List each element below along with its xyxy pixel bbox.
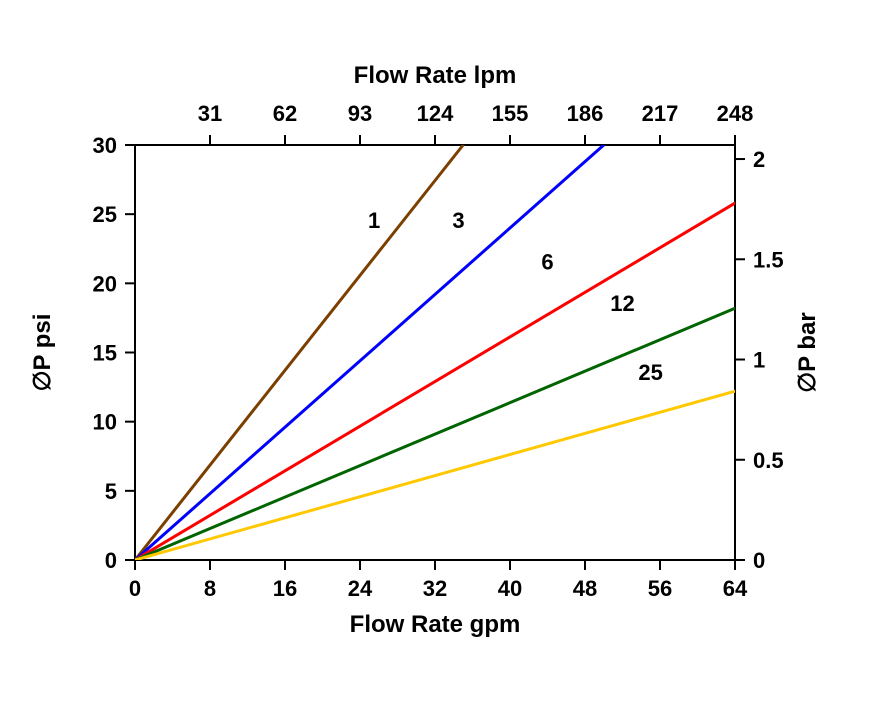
x-bottom-tick-label: 8 [204,576,216,601]
x-bottom-tick-label: 32 [423,576,447,601]
y-left-tick-label: 10 [93,410,117,435]
y-right-tick-label: 0 [753,548,765,573]
series-line-12 [135,308,735,560]
x-top-tick-label: 155 [492,101,529,126]
x-bottom-tick-label: 40 [498,576,522,601]
y-right-tick-label: 0.5 [753,448,784,473]
x-top-tick-label: 93 [348,101,372,126]
y-left-tick-label: 25 [93,202,117,227]
series-line-25 [135,391,735,560]
y-left-tick-label: 30 [93,133,117,158]
series-label-1: 1 [368,208,380,233]
series-label-3: 3 [452,208,464,233]
x-bottom-tick-label: 0 [129,576,141,601]
y-left-tick-label: 15 [93,341,117,366]
y-right-title: ∅P bar [794,312,821,393]
x-bottom-tick-label: 56 [648,576,672,601]
series-line-1 [135,145,463,560]
x-top-tick-label: 31 [198,101,222,126]
x-top-tick-label: 248 [717,101,754,126]
x-bottom-title: Flow Rate gpm [350,611,521,638]
x-bottom-tick-label: 64 [723,576,748,601]
x-top-tick-label: 217 [642,101,679,126]
x-top-tick-label: 124 [417,101,454,126]
y-right-tick-label: 2 [753,147,765,172]
y-right-tick-label: 1 [753,348,765,373]
pressure-flow-chart: 0816243240485664Flow Rate gpm31629312415… [0,0,882,702]
series-label-6: 6 [541,250,553,275]
x-bottom-tick-label: 16 [273,576,297,601]
plot-border [135,145,735,560]
y-right-tick-label: 1.5 [753,247,784,272]
x-top-title: Flow Rate lpm [354,62,517,89]
chart-svg: 0816243240485664Flow Rate gpm31629312415… [0,0,882,702]
x-bottom-tick-label: 24 [348,576,373,601]
y-left-tick-label: 0 [105,548,117,573]
y-left-title: ∅P psi [29,314,56,392]
x-top-tick-label: 186 [567,101,604,126]
series-label-12: 12 [610,291,634,316]
y-left-tick-label: 5 [105,479,117,504]
x-bottom-tick-label: 48 [573,576,597,601]
x-top-tick-label: 62 [273,101,297,126]
y-left-tick-label: 20 [93,271,117,296]
series-label-25: 25 [638,360,662,385]
